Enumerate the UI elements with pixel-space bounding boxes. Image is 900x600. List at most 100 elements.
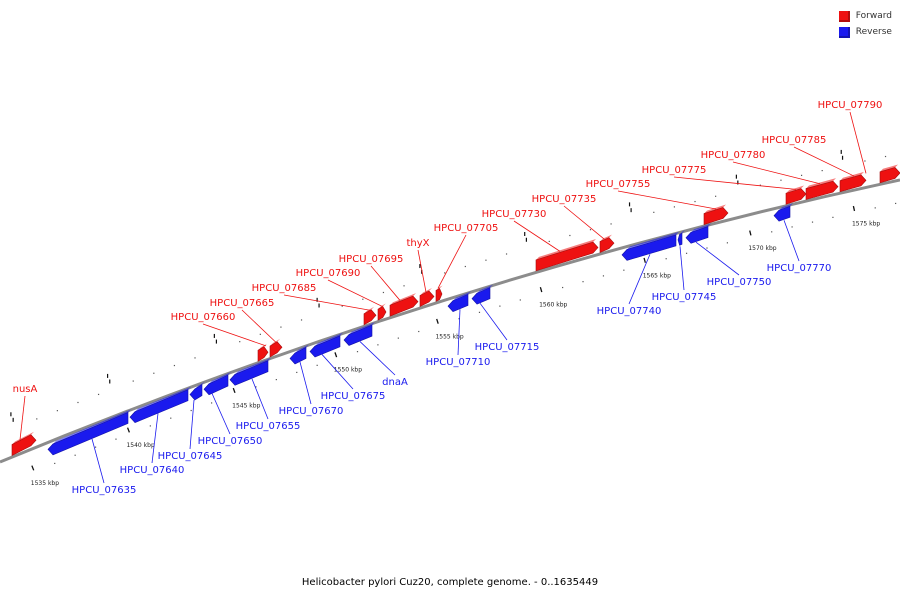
- gene-HPCU_07705[interactable]: [435, 285, 443, 302]
- tick-label: 1555 kbp: [435, 333, 463, 340]
- tick-dot: [74, 454, 76, 456]
- tick-dot: [403, 285, 405, 287]
- gene-arrow-top: [536, 239, 596, 260]
- tick-dot: [505, 253, 508, 255]
- gene-HPCU_07675[interactable]: [309, 332, 343, 358]
- gene-dnaA[interactable]: [343, 322, 375, 346]
- tick-dot: [800, 174, 803, 176]
- gene-label: HPCU_07695: [339, 254, 404, 265]
- tick-label: 1565 kbp: [643, 272, 671, 279]
- tick-dot: [832, 216, 834, 218]
- tick-dot: [780, 179, 782, 181]
- tick-dot: [418, 330, 420, 333]
- gene-arrow: [447, 293, 469, 312]
- gene-layer: [11, 164, 900, 457]
- tick-label: 1575 kbp: [852, 221, 880, 228]
- gene-leader-line: [359, 341, 396, 376]
- gene-HPCU_07640[interactable]: [129, 386, 191, 424]
- gene-HPCU_07715[interactable]: [471, 284, 493, 305]
- tick-dot: [54, 462, 56, 465]
- gene-arrow: [677, 232, 683, 246]
- tick-dot: [582, 281, 584, 283]
- tick-mark: [749, 230, 752, 236]
- gene-HPCU_07730[interactable]: [535, 239, 599, 272]
- gene-arrow: [343, 324, 373, 346]
- gene-arrow: [805, 180, 839, 200]
- gene-label: HPCU_07790: [818, 100, 883, 111]
- gene-HPCU_07785[interactable]: [839, 171, 867, 193]
- gene-arrow: [535, 241, 599, 272]
- gene-HPCU_07780[interactable]: [805, 178, 839, 200]
- tick-mark: [31, 465, 35, 471]
- tick-dot: [759, 184, 761, 186]
- tick-dot: [94, 446, 97, 448]
- gene-label: HPCU_07665: [210, 298, 275, 309]
- gene-arrow-top: [390, 293, 416, 306]
- tick-mark: [126, 427, 130, 433]
- gene-HPCU_07635[interactable]: [47, 409, 131, 456]
- gene-HPCU_07770[interactable]: [773, 203, 793, 222]
- tick-dot: [259, 333, 261, 335]
- gene-arrow-top: [12, 431, 34, 445]
- label-layer: nusA HPCU_07635 HPCU_07640 HPCU_07645 HPCU_0…: [13, 100, 883, 496]
- gene-HPCU_07740[interactable]: [621, 231, 679, 261]
- tick-mark: [436, 318, 439, 324]
- gene-arrow: [269, 341, 283, 358]
- gene-label: HPCU_07740: [597, 306, 662, 317]
- tick-dot: [874, 207, 876, 209]
- gene-HPCU_07695[interactable]: [389, 293, 419, 317]
- gene-arrow: [309, 335, 341, 358]
- tick-dot: [884, 155, 887, 158]
- tick-dot: [275, 378, 277, 381]
- genome-title: Helicobacter pylori Cuz20, complete geno…: [301, 577, 599, 588]
- gene-nusA[interactable]: [11, 431, 37, 457]
- tick-dot: [791, 226, 793, 228]
- gene-HPCU_07790[interactable]: [879, 164, 900, 184]
- gene-arrow: [599, 237, 615, 253]
- tick-dot: [362, 298, 364, 300]
- gene-arrow: [257, 346, 269, 362]
- gene-arrow-top: [627, 231, 679, 250]
- tick-dot: [194, 357, 196, 359]
- gene-label: HPCU_07675: [321, 391, 386, 402]
- gene-label: HPCU_07715: [475, 342, 540, 353]
- gene-label: HPCU_07660: [171, 312, 236, 323]
- gene-label: HPCU_07730: [482, 209, 547, 220]
- gene-HPCU_07655[interactable]: [229, 357, 271, 386]
- tick-layer: 1535 kbp 1540 kbp 1545 kbp 1550 kbp 1555 kbp…: [10, 149, 897, 487]
- gene-arrow-top: [600, 234, 612, 242]
- gene-HPCU_07650[interactable]: [203, 372, 231, 396]
- gene-HPCU_07750[interactable]: [685, 223, 711, 244]
- gene-HPCU_07645[interactable]: [189, 381, 205, 401]
- gene-arrow-top: [436, 285, 443, 291]
- tick-mark: [539, 287, 543, 293]
- tick-dot: [300, 319, 303, 321]
- gene-leader-line: [695, 241, 740, 276]
- gene-arrow: [621, 234, 677, 261]
- tick-dot: [458, 318, 460, 320]
- gene-label: HPCU_07710: [426, 357, 491, 368]
- gene-arrow: [773, 205, 791, 222]
- gene-arrow: [703, 207, 729, 225]
- gene-leader-line: [241, 309, 277, 343]
- gene-HPCU_07670[interactable]: [289, 344, 309, 365]
- gene-leader-line: [479, 302, 508, 341]
- tick-dot: [602, 275, 605, 277]
- gene-leader-line: [211, 393, 231, 435]
- gene-HPCU_07710[interactable]: [447, 291, 471, 312]
- gene-HPCU_07735[interactable]: [599, 234, 615, 253]
- gene-HPCU_07665[interactable]: [269, 338, 283, 358]
- gene-HPCU_07745[interactable]: [677, 230, 685, 246]
- tick-mark: [852, 205, 856, 212]
- gene-label: HPCU_07755: [586, 179, 651, 190]
- tick-dot: [132, 380, 134, 382]
- tick-dot: [715, 195, 717, 197]
- tick-dot: [36, 418, 38, 420]
- tick-dot: [821, 169, 823, 172]
- tick-label: 1535 kbp: [31, 480, 59, 487]
- genome-backbone: [0, 178, 900, 464]
- gene-arrow: [377, 306, 387, 321]
- tick-dot: [444, 272, 446, 274]
- gene-leader-line: [370, 265, 401, 301]
